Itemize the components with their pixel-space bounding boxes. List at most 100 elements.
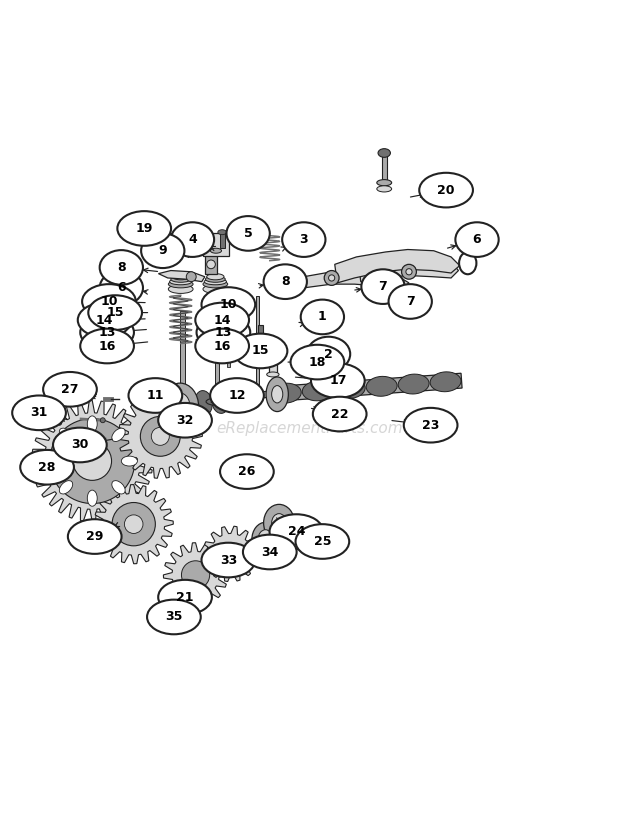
- Ellipse shape: [60, 428, 73, 442]
- Text: 34: 34: [261, 546, 278, 558]
- Ellipse shape: [272, 385, 283, 403]
- Circle shape: [140, 416, 180, 456]
- Ellipse shape: [377, 179, 392, 186]
- Ellipse shape: [158, 580, 212, 614]
- Ellipse shape: [122, 456, 138, 466]
- Ellipse shape: [172, 398, 193, 406]
- Polygon shape: [223, 461, 270, 487]
- Circle shape: [402, 264, 417, 279]
- Ellipse shape: [430, 372, 461, 391]
- Ellipse shape: [311, 364, 365, 398]
- Ellipse shape: [80, 328, 134, 364]
- Ellipse shape: [169, 281, 193, 288]
- Ellipse shape: [100, 250, 143, 285]
- Text: 18: 18: [309, 355, 326, 369]
- Ellipse shape: [258, 530, 273, 550]
- Text: 8: 8: [281, 275, 290, 288]
- Ellipse shape: [210, 378, 264, 413]
- Bar: [382, 153, 387, 184]
- Text: 33: 33: [219, 554, 237, 566]
- Text: 7: 7: [406, 295, 415, 308]
- Text: 3: 3: [299, 233, 308, 246]
- Text: 10: 10: [219, 298, 237, 311]
- Ellipse shape: [361, 269, 405, 304]
- Ellipse shape: [112, 428, 125, 442]
- Ellipse shape: [141, 234, 184, 268]
- Ellipse shape: [226, 216, 270, 251]
- Ellipse shape: [171, 276, 190, 282]
- Polygon shape: [282, 269, 409, 290]
- Ellipse shape: [203, 281, 228, 288]
- Circle shape: [100, 418, 105, 422]
- Text: 29: 29: [86, 530, 104, 543]
- Ellipse shape: [206, 398, 228, 406]
- Ellipse shape: [334, 379, 365, 399]
- Ellipse shape: [267, 372, 279, 377]
- Ellipse shape: [197, 315, 250, 349]
- Text: 8: 8: [117, 261, 126, 274]
- Ellipse shape: [419, 173, 473, 208]
- Ellipse shape: [366, 376, 397, 396]
- Text: 4: 4: [188, 233, 197, 246]
- Circle shape: [186, 272, 196, 282]
- Ellipse shape: [307, 337, 350, 371]
- Ellipse shape: [169, 285, 193, 293]
- Text: 2: 2: [324, 348, 333, 360]
- Circle shape: [329, 275, 335, 281]
- Text: 21: 21: [176, 591, 194, 603]
- Ellipse shape: [205, 276, 225, 282]
- Polygon shape: [32, 401, 153, 522]
- Ellipse shape: [234, 465, 256, 482]
- Ellipse shape: [228, 386, 246, 411]
- Circle shape: [50, 419, 135, 504]
- Bar: [256, 296, 259, 396]
- Text: 26: 26: [238, 465, 255, 478]
- Text: 20: 20: [437, 184, 455, 197]
- Text: 1: 1: [318, 310, 327, 323]
- Ellipse shape: [377, 186, 392, 192]
- Ellipse shape: [220, 454, 274, 489]
- Ellipse shape: [303, 381, 333, 401]
- Bar: [203, 233, 229, 256]
- Ellipse shape: [264, 264, 307, 299]
- Ellipse shape: [202, 543, 255, 577]
- Ellipse shape: [291, 525, 302, 538]
- Ellipse shape: [172, 274, 189, 280]
- Text: 22: 22: [331, 407, 348, 421]
- Circle shape: [324, 271, 339, 286]
- Polygon shape: [163, 391, 268, 408]
- Ellipse shape: [206, 274, 224, 280]
- Ellipse shape: [195, 391, 212, 415]
- Ellipse shape: [291, 344, 344, 380]
- Ellipse shape: [202, 287, 255, 322]
- Ellipse shape: [128, 378, 182, 413]
- Ellipse shape: [170, 393, 190, 420]
- Polygon shape: [159, 271, 205, 282]
- Ellipse shape: [404, 408, 458, 442]
- Text: 14: 14: [213, 313, 231, 327]
- Text: 12: 12: [228, 389, 246, 402]
- Ellipse shape: [282, 222, 326, 257]
- Ellipse shape: [270, 383, 301, 403]
- Ellipse shape: [147, 600, 201, 634]
- Circle shape: [182, 561, 210, 589]
- Ellipse shape: [171, 222, 214, 257]
- Ellipse shape: [296, 524, 349, 559]
- Circle shape: [112, 503, 156, 546]
- Ellipse shape: [285, 518, 308, 546]
- Ellipse shape: [203, 285, 228, 293]
- Ellipse shape: [313, 396, 366, 432]
- Ellipse shape: [68, 520, 122, 554]
- Ellipse shape: [244, 384, 262, 408]
- Ellipse shape: [88, 295, 142, 330]
- Text: 13: 13: [99, 326, 116, 339]
- Ellipse shape: [117, 211, 171, 246]
- Circle shape: [125, 515, 143, 534]
- Text: 24: 24: [288, 525, 305, 538]
- Text: 17: 17: [329, 374, 347, 387]
- Ellipse shape: [12, 396, 66, 430]
- Bar: [215, 311, 219, 401]
- Text: 15: 15: [252, 344, 269, 358]
- Ellipse shape: [47, 456, 63, 466]
- Polygon shape: [164, 543, 228, 607]
